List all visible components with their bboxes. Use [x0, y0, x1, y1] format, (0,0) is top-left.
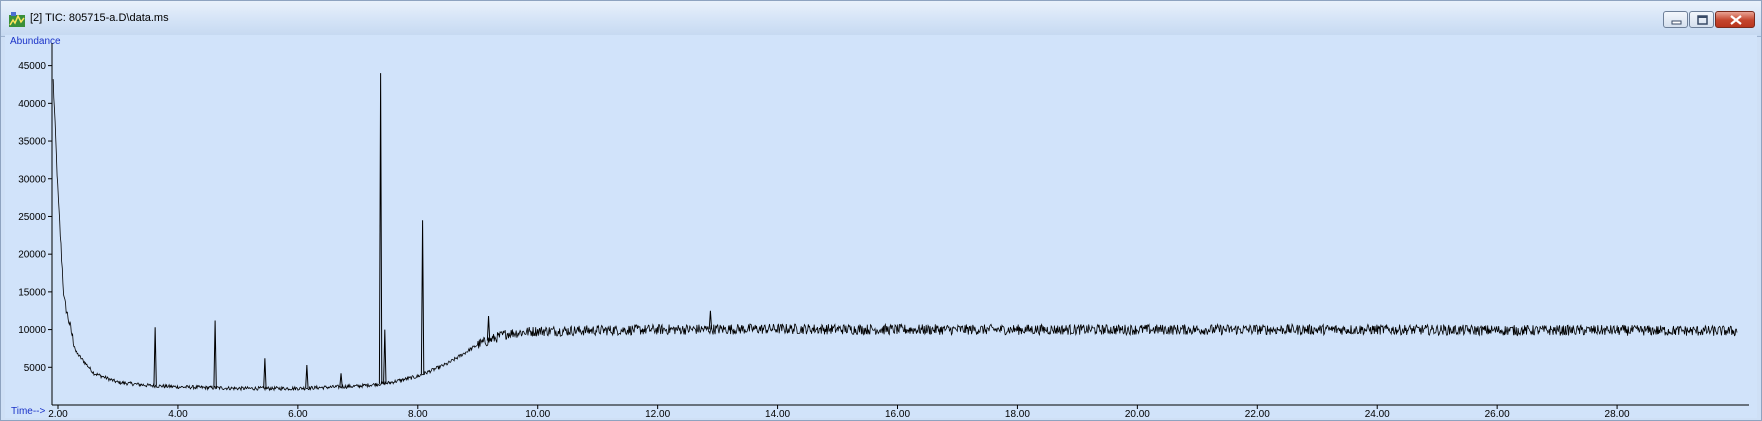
minimize-button[interactable] — [1663, 11, 1688, 28]
maximize-icon — [1697, 15, 1708, 25]
y-tick-label: 40000 — [18, 99, 46, 110]
x-tick-label: 20.00 — [1125, 409, 1150, 418]
x-tick-label: 18.00 — [1005, 409, 1030, 418]
tic-trace — [52, 79, 1738, 392]
y-tick-label: 45000 — [18, 61, 46, 72]
close-button[interactable] — [1715, 11, 1755, 28]
x-tick-label: 22.00 — [1245, 409, 1270, 418]
y-tick-label: 25000 — [18, 212, 46, 223]
x-tick-label: 8.00 — [408, 409, 428, 418]
minimize-icon — [1671, 20, 1682, 25]
y-tick-label: 30000 — [18, 174, 46, 185]
chromatogram-peak — [213, 320, 217, 388]
chromatogram-peak — [378, 73, 383, 384]
x-tick-label: 26.00 — [1485, 409, 1510, 418]
x-tick-label: 4.00 — [168, 409, 188, 418]
x-tick-label: 28.00 — [1605, 409, 1630, 418]
chromatogram-chart[interactable]: Abundance Time--> 5000 10000 15000 20000 250… — [5, 35, 1757, 418]
window-title: [2] TIC: 805715-a.D\data.ms — [30, 12, 169, 24]
y-tick-label: 20000 — [18, 250, 46, 261]
x-tick-label: 10.00 — [525, 409, 550, 418]
chromatogram-peak — [305, 365, 309, 389]
maximize-button[interactable] — [1689, 11, 1714, 28]
chromatogram-peak — [708, 310, 713, 330]
chromatogram-peak — [153, 327, 157, 386]
chromatogram-peak — [420, 220, 425, 375]
x-tick-label: 14.00 — [765, 409, 790, 418]
x-axis-label: Time--> — [11, 406, 46, 417]
chromatogram-peak — [486, 315, 491, 341]
chromatogram-peak — [263, 358, 267, 389]
y-tick-label: 5000 — [24, 363, 47, 374]
chromatogram-plot[interactable]: Abundance Time--> 5000 10000 15000 20000 250… — [5, 35, 1757, 418]
chromatogram-app-icon — [9, 12, 25, 27]
y-tick-label: 15000 — [18, 287, 46, 298]
x-tick-label: 2.00 — [48, 409, 68, 418]
title-bar[interactable]: [2] TIC: 805715-a.D\data.ms — [1, 1, 1761, 37]
chromatogram-peak — [383, 329, 387, 384]
y-axis-label: Abundance — [10, 36, 61, 47]
close-icon — [1730, 15, 1742, 25]
x-tick-label: 12.00 — [645, 409, 670, 418]
y-tick-label: 35000 — [18, 137, 46, 148]
x-tick-label: 16.00 — [885, 409, 910, 418]
y-tick-label: 10000 — [18, 325, 46, 336]
x-tick-label: 6.00 — [288, 409, 308, 418]
x-tick-label: 24.00 — [1365, 409, 1390, 418]
chromatogram-peak — [339, 373, 343, 387]
